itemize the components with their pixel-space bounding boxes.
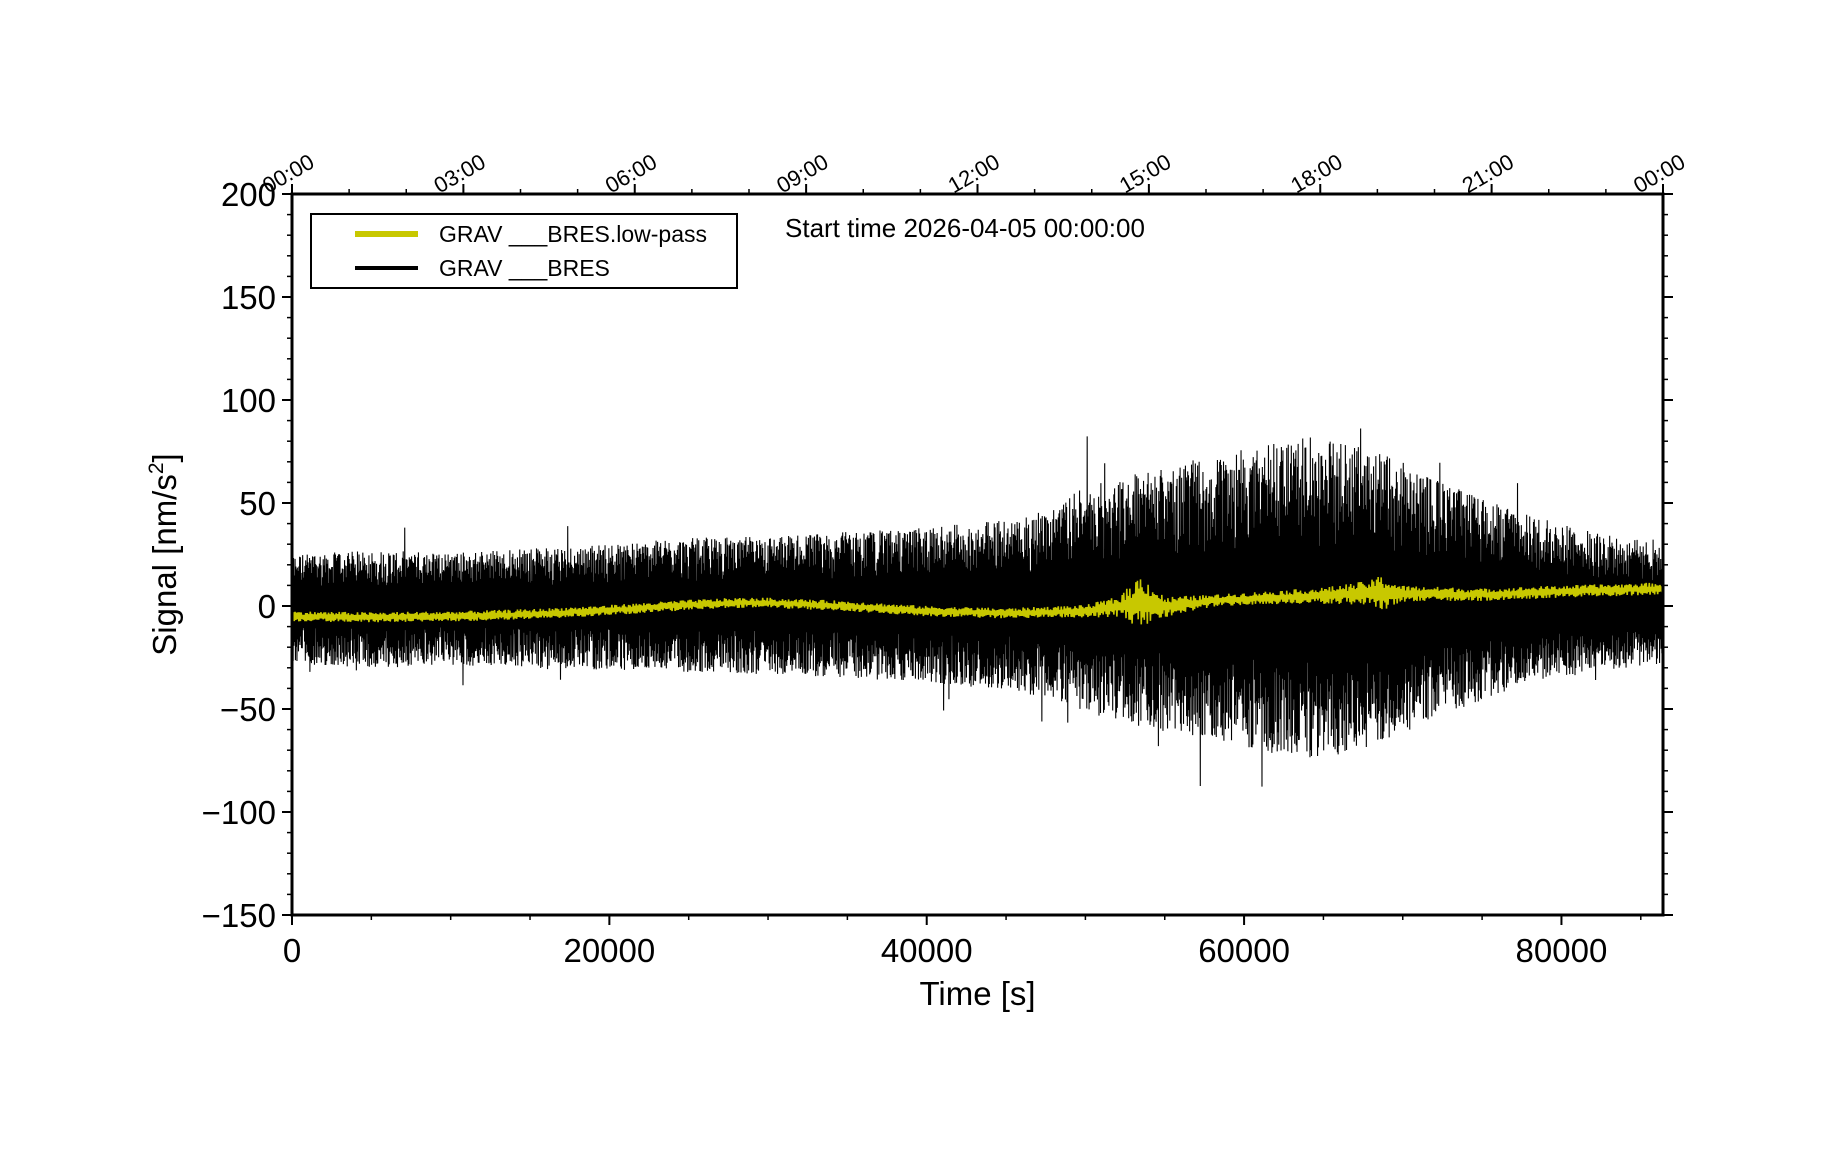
y-tick-label: 200 (221, 176, 276, 213)
y-tick-label: −150 (202, 897, 276, 934)
raw-signal-series (292, 428, 1663, 787)
top-tick-label: 12:00 (944, 149, 1004, 198)
y-tick-label: −50 (220, 691, 276, 728)
x-tick-label: 80000 (1516, 932, 1608, 969)
top-time-axis: 00:00 03:00 06:00 09:00 12:00 15:00 18:00 21:00… (258, 149, 1689, 198)
y-axis-label: Signal [nm/s2] (145, 453, 183, 655)
x-tick-label: 40000 (881, 932, 973, 969)
y-axis-label-close: ] (146, 453, 183, 462)
y-tick-label: −100 (202, 794, 276, 831)
top-tick-label: 00:00 (1629, 149, 1689, 198)
y-axis-label-main: Signal [nm/s (146, 474, 183, 656)
x-tick-label: 20000 (563, 932, 655, 969)
legend-label-low-pass: GRAV ___BRES.low-pass (439, 221, 707, 247)
legend-box (310, 213, 738, 289)
top-tick-label: 09:00 (772, 149, 832, 198)
x-tick-label: 60000 (1198, 932, 1290, 969)
y-axis-label-superscript: 2 (145, 462, 168, 474)
legend-label-raw: GRAV ___BRES (439, 255, 610, 281)
y-tick-label: 150 (221, 279, 276, 316)
low-pass-series (292, 576, 1663, 625)
plot-frame (290, 192, 1665, 917)
top-tick-label: 06:00 (601, 149, 661, 198)
top-tick-label: 21:00 (1458, 149, 1518, 198)
plot-area (292, 428, 1663, 787)
start-time-annotation: Start time 2026-04-05 00:00:00 (785, 213, 1145, 243)
legend: GRAV ___BRES.low-pass GRAV ___BRES (310, 213, 738, 289)
x-tick-label: 0 (283, 932, 301, 969)
top-tick-label: 15:00 (1115, 149, 1175, 198)
x-axis: 0 20000 40000 60000 80000 (283, 915, 1642, 969)
top-tick-label: 18:00 (1286, 149, 1346, 198)
y-tick-label: 0 (258, 588, 276, 625)
y-tick-label: 100 (221, 382, 276, 419)
x-axis-label: Time [s] (919, 975, 1035, 1012)
top-tick-label: 03:00 (430, 149, 490, 198)
y-tick-label: 50 (239, 485, 276, 522)
y-axis: −150 −100 −50 0 50 100 150 200 (202, 176, 292, 934)
